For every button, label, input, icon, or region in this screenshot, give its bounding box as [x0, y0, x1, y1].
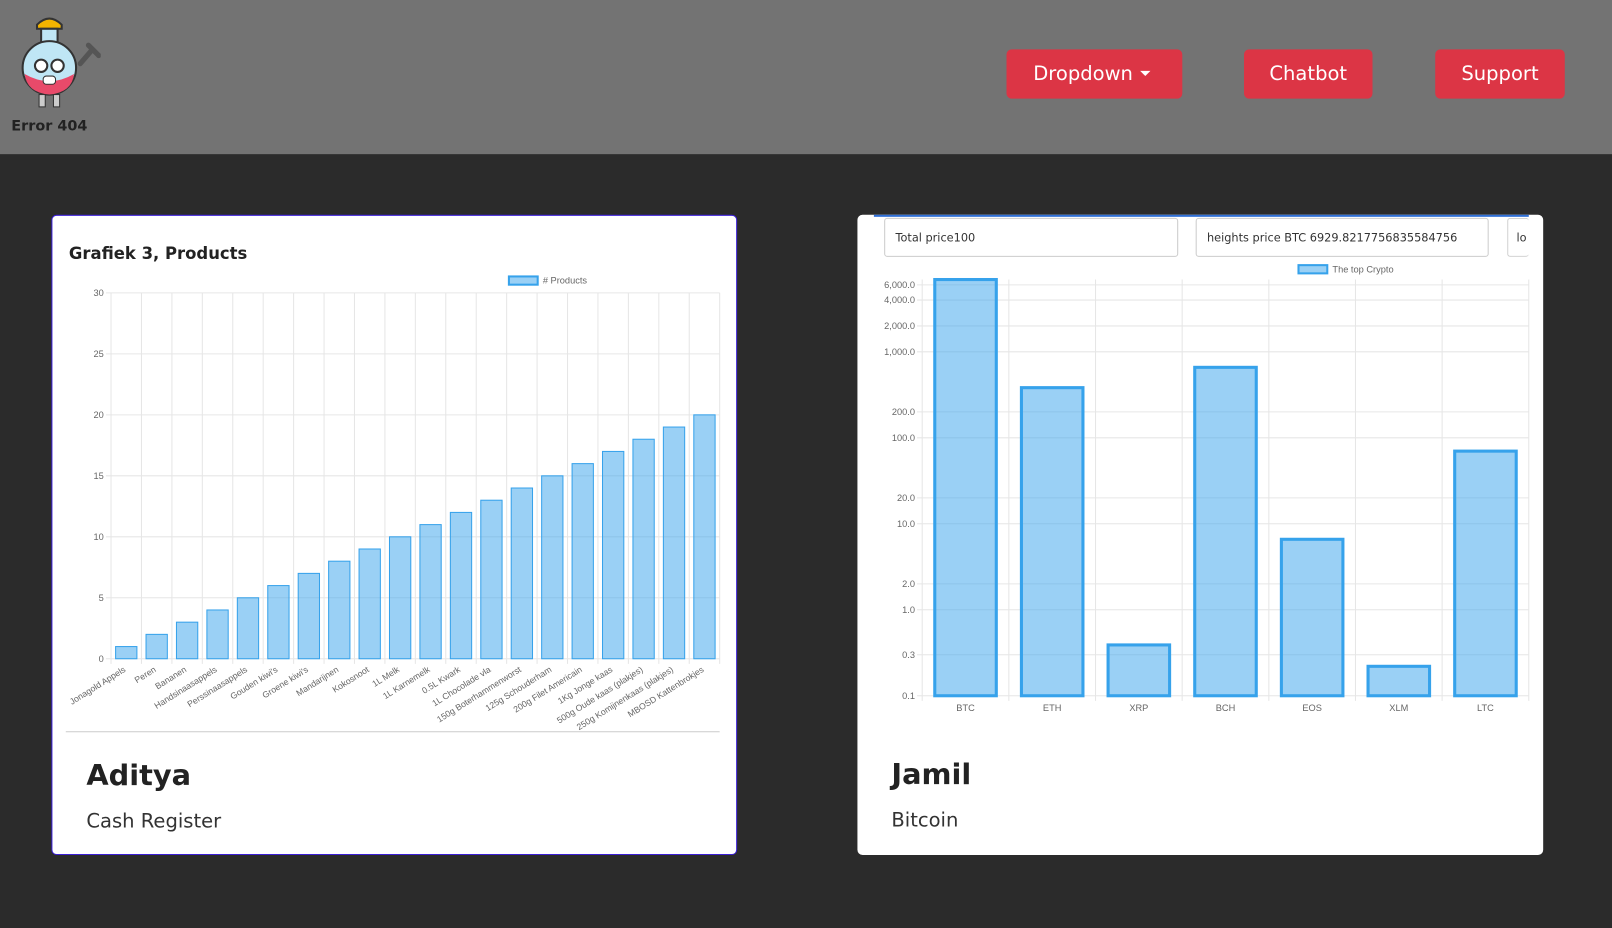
- x-tick-label: LTC: [1477, 703, 1494, 713]
- bar: [1019, 386, 1085, 698]
- y-tick-label: 30: [94, 288, 104, 298]
- y-tick-label: 25: [94, 349, 104, 359]
- y-tick-label: 2,000.0: [884, 321, 915, 331]
- y-tick-label: 200.0: [892, 407, 915, 417]
- button-label[interactable]: Dropdown: [1033, 62, 1133, 86]
- chatbot-button[interactable]: Chatbot: [1244, 49, 1373, 99]
- bar: [480, 499, 503, 660]
- x-tick-label: ETH: [1043, 703, 1062, 713]
- bar: [206, 609, 229, 660]
- chart-title: Grafiek 3, Products: [69, 244, 247, 263]
- x-tick-label: BCH: [1216, 703, 1236, 713]
- input[interactable]: lo: [1507, 217, 1529, 257]
- bar: [1279, 537, 1345, 698]
- x-tick-label: EOS: [1302, 703, 1322, 713]
- y-tick-label: 2.0: [902, 579, 915, 589]
- y-tick-label: 0: [99, 654, 104, 664]
- x-tick-label: XLM: [1389, 703, 1408, 713]
- bar: [1366, 664, 1432, 698]
- legend-swatch: [1297, 264, 1329, 275]
- bar: [1106, 643, 1172, 698]
- dropdown-button[interactable]: Dropdown: [1006, 49, 1183, 99]
- bar: [632, 438, 655, 660]
- logo-icon[interactable]: [19, 14, 101, 112]
- top-rule: [873, 214, 1529, 217]
- x-tick-label: Jonagold Appels: [68, 664, 128, 707]
- bar: [933, 277, 998, 698]
- navbar: Error 404 Dropdown Chatbot Support: [0, 0, 1612, 155]
- x-tick-label: BTC: [956, 703, 975, 713]
- bar: [358, 548, 381, 660]
- y-tick-label: 6,000.0: [884, 280, 915, 290]
- bar: [328, 560, 351, 660]
- y-tick-label: 0.1: [902, 691, 915, 701]
- bar: [267, 585, 290, 660]
- y-tick-label: 5: [99, 593, 104, 603]
- y-tick-label: 10.0: [897, 519, 915, 529]
- bar: [419, 524, 442, 660]
- y-tick-label: 20: [94, 410, 104, 420]
- x-tick-label: XRP: [1129, 703, 1148, 713]
- bar: [571, 463, 594, 660]
- bar: [145, 633, 168, 660]
- bar: [1453, 449, 1518, 698]
- bar: [388, 536, 412, 660]
- y-tick-label: 10: [94, 532, 104, 542]
- bar: [1193, 365, 1258, 698]
- y-tick-label: 15: [94, 471, 104, 481]
- legend-label: # Products: [543, 276, 588, 286]
- y-tick-label: 4,000.0: [884, 295, 915, 305]
- input[interactable]: Total price100: [884, 217, 1179, 257]
- bar: [601, 450, 625, 660]
- legend-label: The top Crypto: [1332, 264, 1393, 274]
- bar: [115, 646, 138, 660]
- logo-text[interactable]: Error 404: [11, 118, 88, 135]
- card-title: Jamil: [891, 757, 972, 792]
- bar: [541, 475, 564, 660]
- y-tick-label: 1.0: [902, 605, 915, 615]
- card-subtitle: Bitcoin: [891, 808, 959, 832]
- bar: [510, 487, 534, 660]
- bar: [662, 426, 686, 660]
- bar: [297, 572, 321, 660]
- input[interactable]: heights price BTC 6929.8217756835584756: [1195, 217, 1489, 257]
- bar: [693, 414, 716, 660]
- y-tick-label: 100.0: [892, 433, 915, 443]
- support-button[interactable]: Support: [1435, 49, 1565, 99]
- bar: [449, 511, 473, 660]
- y-tick-label: 0.3: [902, 650, 915, 660]
- y-tick-label: 20.0: [897, 493, 915, 503]
- y-tick-label: 1,000.0: [884, 347, 915, 357]
- bar: [236, 597, 260, 660]
- bar: [175, 621, 199, 660]
- legend-swatch: [507, 275, 539, 286]
- card-title: Aditya: [86, 758, 192, 793]
- card-subtitle: Cash Register: [86, 809, 222, 833]
- caret: [1140, 70, 1151, 77]
